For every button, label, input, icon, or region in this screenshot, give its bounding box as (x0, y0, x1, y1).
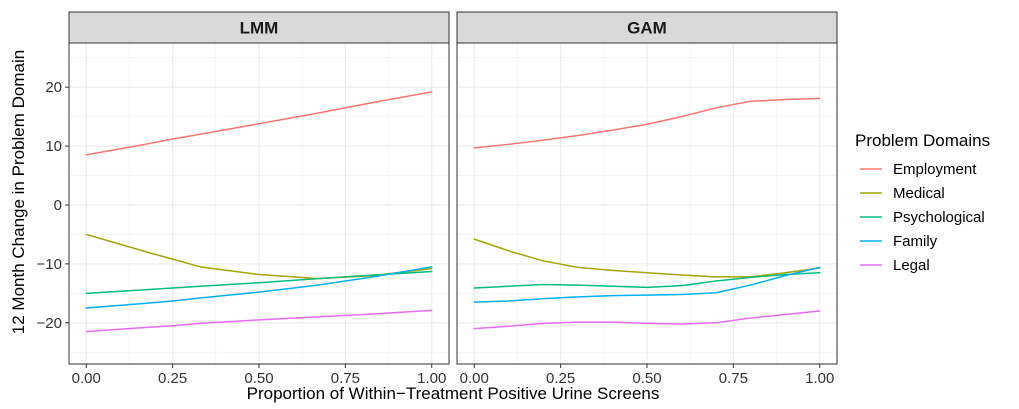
x-tick-label: 0.75 (331, 370, 360, 387)
series-line-medical (473, 238, 821, 278)
x-axis-title: Proportion of Within−Treatment Positive … (247, 384, 660, 403)
x-tick-label: 0.50 (632, 370, 661, 387)
x-tick-label: 0.25 (546, 370, 575, 387)
legend-label-family: Family (893, 233, 938, 250)
x-tick-label: 0.25 (158, 370, 187, 387)
panel-strip (68, 11, 450, 44)
series-line-psychological (85, 270, 433, 295)
x-tick-label: 1.00 (805, 370, 834, 387)
x-tick-label: 1.00 (417, 370, 446, 387)
series-line-legal (85, 309, 433, 333)
panel-lmm: LMM 0.00 0.25 0.50 0.75 1.00 20 10 0 −10 −20 (37, 11, 450, 387)
x-tick-label: 0.50 (244, 370, 273, 387)
series-line-employment (473, 97, 821, 149)
panel-strip (456, 11, 838, 44)
x-tick-label: 0.00 (460, 370, 489, 387)
series-line-family (473, 266, 821, 303)
y-axis-title: 12 Month Change in Problem Domain (9, 50, 28, 334)
series-line-legal (473, 310, 821, 330)
panel-title: LMM (240, 19, 279, 38)
x-tick-label: 0.00 (72, 370, 101, 387)
legend: Problem Domains Employment Medical Psycholo… (855, 131, 990, 274)
legend-label-employment: Employment (893, 161, 977, 178)
series-line-family (85, 266, 433, 309)
y-tick-label: −10 (37, 256, 62, 273)
panel-title: GAM (627, 19, 667, 38)
y-tick-label: 20 (45, 79, 62, 96)
panel-gam: GAM 0.00 0.25 0.50 0.75 1.00 (456, 11, 838, 387)
y-tick-label: 10 (45, 138, 62, 155)
y-tick-label: 0 (54, 197, 62, 214)
series-line-psychological (473, 271, 821, 289)
y-tick-label: −20 (37, 315, 62, 332)
legend-label-medical: Medical (893, 185, 945, 202)
series-line-employment (85, 91, 433, 156)
legend-title: Problem Domains (855, 131, 990, 150)
legend-label-legal: Legal (893, 257, 930, 274)
legend-label-psychological: Psychological (893, 209, 985, 226)
x-tick-label: 0.75 (719, 370, 748, 387)
